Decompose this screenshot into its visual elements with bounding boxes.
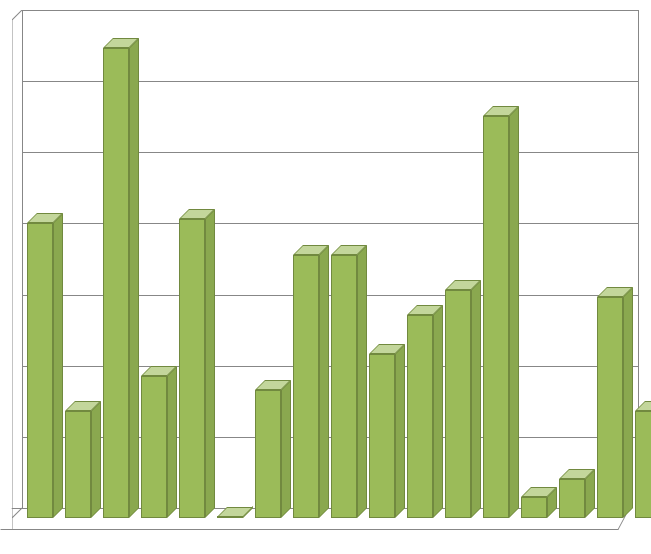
bar-front — [521, 497, 547, 518]
bar — [445, 280, 471, 518]
bar-front — [141, 376, 167, 518]
bar — [255, 380, 281, 518]
bar — [217, 507, 243, 518]
bar — [635, 401, 651, 518]
bar-front — [597, 297, 623, 518]
bars-group — [17, 10, 634, 518]
bar-front — [179, 219, 205, 518]
bar — [483, 106, 509, 518]
bar-front — [483, 116, 509, 518]
bar-front — [293, 255, 319, 518]
bar — [65, 401, 91, 518]
bar-front — [27, 223, 53, 518]
bar-side — [91, 401, 101, 518]
bar-front — [369, 354, 395, 518]
bar-front — [255, 390, 281, 518]
bar-side — [167, 366, 177, 518]
bar-front — [65, 411, 91, 518]
bar-front — [635, 411, 651, 518]
plot-area — [12, 10, 639, 539]
bar-side — [395, 344, 405, 518]
bar — [141, 366, 167, 518]
bar-front — [445, 290, 471, 518]
bar — [597, 287, 623, 518]
bar-side — [509, 106, 519, 518]
bar-front — [559, 479, 585, 518]
bar-front — [103, 48, 129, 518]
bar-side — [281, 380, 291, 518]
bar-side — [319, 245, 329, 518]
bar-top — [635, 401, 651, 411]
bar-side — [623, 287, 633, 518]
bar-front — [407, 315, 433, 518]
bar-side — [357, 245, 367, 518]
bar-side — [205, 209, 215, 518]
bar-front — [331, 255, 357, 518]
bar — [293, 245, 319, 518]
bar — [407, 305, 433, 518]
bar-side — [471, 280, 481, 518]
bar-side — [129, 38, 139, 518]
bar — [103, 38, 129, 518]
bar — [331, 245, 357, 518]
bar — [27, 213, 53, 518]
bar-chart-3d — [0, 0, 651, 554]
bar — [559, 469, 585, 518]
bar-side — [53, 213, 63, 518]
bar-front — [217, 516, 243, 518]
bar — [521, 487, 547, 518]
bar — [179, 209, 205, 518]
bar — [369, 344, 395, 518]
bar-side — [433, 305, 443, 518]
